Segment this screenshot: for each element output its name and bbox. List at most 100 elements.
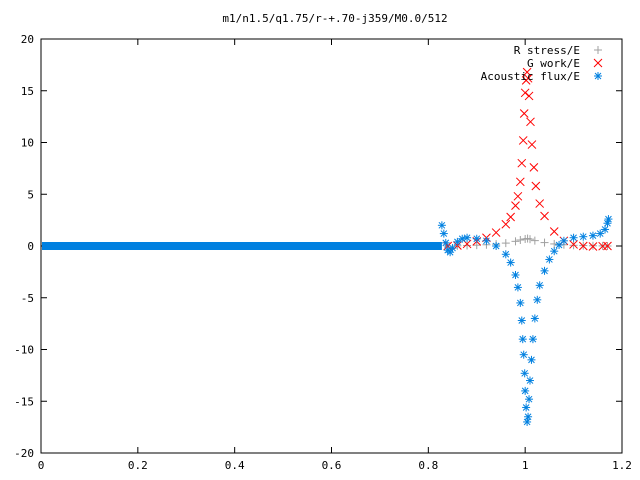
data-point [501, 250, 510, 259]
data-point [520, 369, 529, 378]
data-point [530, 314, 539, 323]
data-point [439, 229, 448, 238]
data-point [540, 238, 549, 247]
y-tick-label: 10 [21, 137, 34, 150]
data-point [516, 298, 525, 307]
legend-marker [594, 46, 602, 54]
data-point [511, 201, 520, 210]
baseline-markers [42, 242, 442, 250]
y-tick-label: 20 [21, 33, 34, 46]
legend-label: R stress/E [514, 44, 580, 57]
x-tick-label: 0.8 [418, 459, 438, 472]
data-point [463, 233, 472, 242]
data-point [517, 316, 526, 325]
zero-baseline [42, 242, 442, 250]
data-point [527, 355, 536, 364]
data-point [524, 91, 534, 101]
data-point [535, 199, 545, 208]
data-point [569, 240, 578, 249]
x-tick-label: 0 [38, 459, 45, 472]
y-tick-label: -20 [14, 447, 34, 460]
data-point [506, 258, 515, 267]
y-tick-label: 0 [27, 240, 34, 253]
y-tick-label: 5 [27, 188, 34, 201]
x-tick-label: 1.2 [612, 459, 632, 472]
y-tick-label: 15 [21, 85, 34, 98]
data-point [550, 247, 559, 256]
data-point [523, 73, 533, 83]
data-point [506, 212, 515, 222]
data-point [578, 241, 588, 251]
data-points [437, 67, 613, 426]
y-tick-label: -15 [14, 395, 34, 408]
x-tick-label: 0.6 [322, 459, 342, 472]
data-point [463, 241, 472, 250]
legend-marker [593, 58, 603, 68]
data-point [601, 225, 610, 234]
data-point [517, 158, 527, 168]
legend-label: G work/E [527, 57, 580, 70]
data-point [588, 231, 597, 240]
data-point [559, 236, 568, 245]
data-point [519, 109, 529, 118]
data-point [513, 191, 523, 201]
data-point [604, 215, 613, 224]
data-point [535, 281, 544, 290]
data-point [588, 242, 598, 251]
data-point [448, 244, 457, 253]
data-point [453, 237, 462, 246]
data-point [515, 177, 525, 187]
data-point [523, 417, 532, 426]
data-point [513, 283, 522, 292]
data-point [482, 236, 491, 245]
data-point [511, 237, 520, 246]
y-tick-label: -10 [14, 344, 34, 357]
data-point [524, 412, 533, 421]
axis-ticks: 0 0.2 0.4 0.6 0.8 1 1.2 20 15 10 5 0 -5 -10 -15 -20 [14, 33, 632, 472]
data-point [491, 228, 501, 237]
data-point [501, 239, 510, 248]
data-point [527, 140, 537, 149]
legend-label: Acoustic flux/E [481, 70, 580, 83]
data-point [526, 376, 535, 385]
data-point [540, 211, 549, 221]
y-tick-label: -5 [21, 292, 34, 305]
data-point [472, 234, 481, 243]
data-point [441, 238, 450, 247]
data-point [525, 395, 534, 404]
data-point [530, 236, 539, 245]
data-point [518, 335, 527, 344]
data-point [526, 117, 535, 127]
data-point [511, 270, 520, 279]
data-point [492, 242, 501, 250]
x-tick-label: 0.2 [128, 459, 148, 472]
data-point [540, 266, 549, 275]
data-point [522, 403, 531, 412]
data-point [588, 241, 597, 250]
legend-marker [594, 72, 602, 80]
data-point [519, 350, 528, 359]
data-point [569, 233, 578, 242]
data-point [549, 227, 559, 236]
data-point [529, 162, 539, 172]
series-2 [437, 215, 613, 426]
chart-title: m1/n1.5/q1.75/r-+.70-j359/M0.0/512 [222, 12, 447, 25]
data-point [596, 229, 605, 238]
data-point [569, 241, 578, 250]
data-point [520, 88, 530, 98]
data-point [516, 235, 525, 244]
data-point [531, 181, 541, 191]
data-point [518, 136, 528, 145]
x-tick-label: 1 [522, 459, 529, 472]
data-point [526, 235, 535, 244]
data-point [533, 295, 542, 304]
data-point [603, 241, 612, 251]
x-tick-label: 0.4 [225, 459, 245, 472]
data-point [550, 239, 559, 248]
data-point [528, 335, 537, 344]
data-point [437, 221, 446, 230]
data-point [521, 386, 530, 395]
